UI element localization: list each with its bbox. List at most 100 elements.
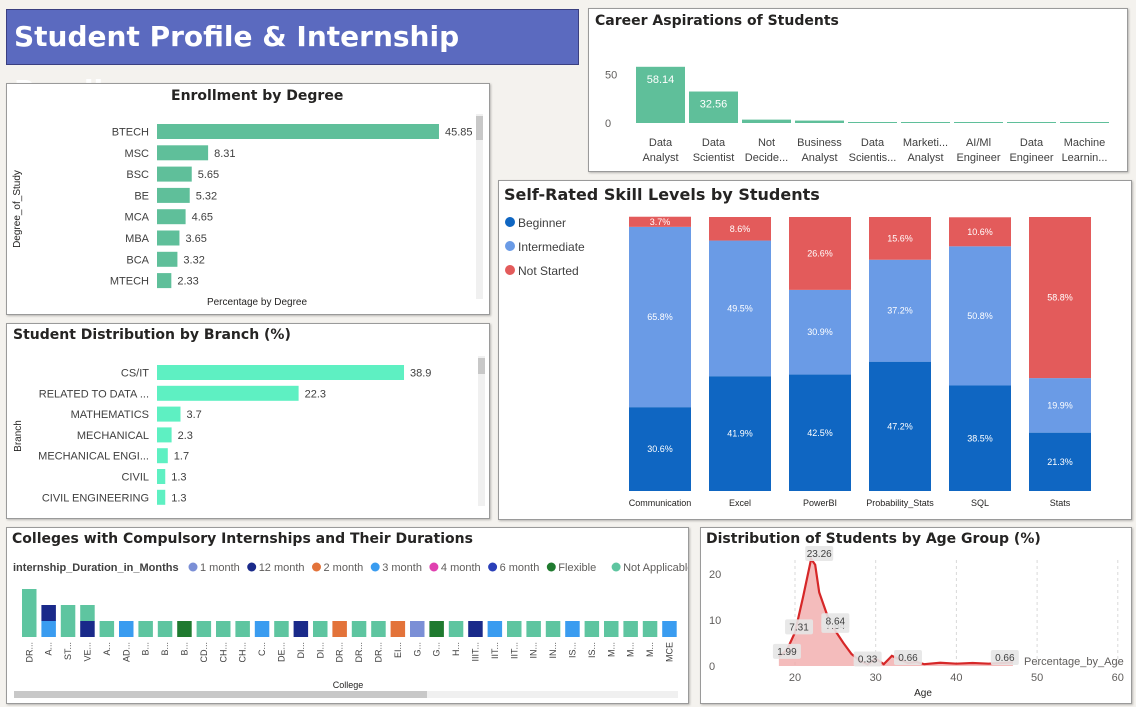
colleges-category-label: B...	[141, 642, 151, 656]
degree-category-label: BE	[134, 190, 149, 202]
colleges-category-label: DE...	[276, 642, 286, 662]
career-bar	[848, 122, 897, 123]
skills-chart: Beginner Intermediate Not Started 30.6% 65.8…	[505, 216, 1091, 508]
degree-xlabel: Percentage by Degree	[207, 297, 308, 308]
colleges-bar-segment	[565, 621, 580, 637]
skills-bar-segment	[869, 217, 931, 260]
career-category-label: Scientis...	[849, 152, 897, 164]
age-point-label: 1.99	[777, 647, 797, 658]
colleges-category-label: IS...	[587, 642, 597, 658]
career-category-label: Not	[758, 137, 775, 149]
skills-bar-segment	[629, 407, 691, 491]
colleges-legend-marker	[370, 562, 380, 572]
skills-title: Self-Rated Skill Levels by Students	[504, 185, 820, 204]
branch-chart: CS/IT 38.9 RELATED TO DATA ... 22.3 MATHEMAT…	[13, 365, 431, 505]
branch-data-label: 2.3	[178, 430, 193, 442]
branch-data-label: 3.7	[186, 409, 201, 421]
skills-bar-segment	[709, 376, 771, 491]
career-category-label: Data	[861, 137, 885, 149]
age-xtick: 40	[950, 672, 962, 684]
age-point-label: 0.33	[858, 654, 878, 665]
colleges-bar-segment	[410, 621, 425, 637]
degree-scroll-thumb[interactable]	[476, 116, 483, 140]
branch-bar	[157, 406, 181, 422]
colleges-legend-label: 3 month	[382, 562, 422, 574]
skills-legend-marker	[505, 265, 515, 275]
colleges-category-label: M...	[626, 642, 636, 657]
skills-bar-segment	[629, 226, 691, 408]
skills-bar-segment	[869, 259, 931, 362]
colleges-bar-segment	[216, 621, 231, 637]
age-point-label: 0.66	[898, 653, 918, 664]
skills-data-label: 41.9%	[727, 429, 753, 439]
colleges-bar-segment	[293, 621, 309, 637]
colleges-legend-label: 12 month	[259, 562, 305, 574]
colleges-category-label: MCE	[664, 642, 674, 662]
skills-category-label: PowerBI	[803, 498, 837, 508]
colleges-bar-segment	[390, 621, 406, 637]
branch-data-label: 1.7	[174, 451, 189, 463]
age-point-label: 7.31	[789, 622, 809, 633]
colleges-bar-segment	[545, 621, 561, 637]
degree-category-label: MBA	[125, 233, 150, 245]
degree-data-label: 4.65	[192, 212, 213, 224]
colleges-bar-segment	[99, 621, 115, 637]
colleges-bar-segment	[80, 605, 95, 621]
colleges-bar-segment	[662, 621, 677, 637]
branch-scrollbar[interactable]	[478, 356, 485, 506]
colleges-legend-title: internship_Duration_in_Months	[13, 562, 179, 574]
career-panel: Career Aspirations of Students 0 50 58.14 D…	[588, 8, 1128, 172]
age-point-label-bg	[821, 613, 850, 629]
degree-bar	[157, 209, 186, 225]
colleges-bar-segment	[274, 621, 289, 637]
skills-legend-label: Not Started	[518, 264, 579, 278]
branch-category-label: CIVIL ENGINEERING	[42, 492, 149, 504]
skills-data-label: 38.5%	[967, 433, 993, 443]
branch-title: Student Distribution by Branch (%)	[13, 327, 291, 343]
colleges-panel: Colleges with Compulsory Internships and…	[6, 527, 689, 704]
colleges-category-label: CH...	[218, 642, 228, 663]
branch-panel: Student Distribution by Branch (%) CS/IT…	[6, 323, 490, 519]
skills-data-label: 8.6%	[730, 224, 751, 234]
branch-data-label: 38.9	[410, 368, 431, 380]
career-category-label: Learnin...	[1062, 152, 1108, 164]
degree-data-label: 45.85	[445, 127, 473, 139]
branch-ylabel: Branch	[13, 420, 24, 452]
age-point-label-bg	[772, 643, 801, 659]
colleges-category-label: IIIT...	[470, 642, 480, 662]
branch-data-label: 1.3	[171, 492, 186, 504]
skills-bar-segment	[789, 289, 851, 375]
branch-data-label: 22.3	[305, 388, 326, 400]
colleges-legend-label: 1 month	[200, 562, 240, 574]
colleges-hscroll-thumb[interactable]	[14, 691, 427, 698]
branch-scroll-thumb[interactable]	[478, 358, 485, 374]
colleges-bar-segment	[235, 621, 250, 637]
degree-bar	[157, 166, 192, 182]
skills-data-label: 47.2%	[887, 421, 913, 431]
age-ylabel: Percentage_by_Age	[1024, 656, 1124, 668]
colleges-bar-segment	[80, 621, 95, 637]
age-point-label-bg	[990, 649, 1019, 665]
career-data-label: 58.14	[647, 74, 675, 86]
career-category-label: Marketi...	[903, 137, 948, 149]
skills-data-label: 26.6%	[807, 248, 833, 258]
career-bar	[1060, 122, 1109, 123]
age-xlabel: Age	[914, 688, 932, 699]
skills-data-label: 58.8%	[1047, 293, 1073, 303]
career-ytick: 0	[605, 118, 611, 130]
colleges-category-label: IIT...	[509, 642, 519, 659]
colleges-legend-marker	[488, 562, 498, 572]
career-category-label: Engineer	[1009, 152, 1053, 164]
colleges-bar-segment	[623, 621, 638, 637]
degree-scrollbar[interactable]	[476, 114, 483, 299]
colleges-category-label: DR...	[335, 642, 345, 663]
colleges-bar-segment	[196, 621, 212, 637]
age-point-label-bg	[805, 546, 834, 562]
skills-data-label: 42.5%	[807, 428, 833, 438]
skills-data-label: 10.6%	[967, 227, 993, 237]
degree-data-label: 2.33	[177, 276, 198, 288]
skills-data-label: 21.3%	[1047, 457, 1073, 467]
degree-chart: BTECH 45.85 MSC 8.31 BSC 5.65 BE 5.32 MCA 4.65 MBA…	[12, 124, 473, 308]
colleges-hscrollbar[interactable]	[14, 691, 678, 698]
skills-bar-segment	[1029, 378, 1091, 433]
